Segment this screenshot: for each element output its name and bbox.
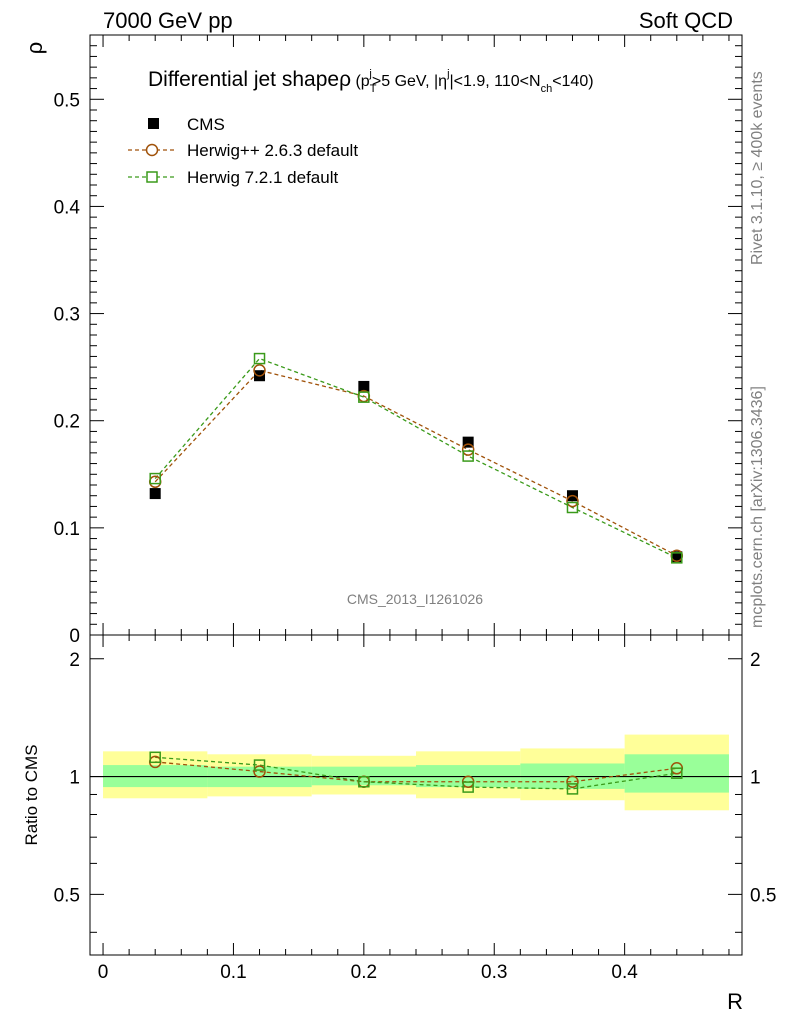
herwig7-point	[566, 501, 579, 514]
y-tick-label: 0.2	[54, 412, 80, 433]
title-open: (p	[351, 73, 370, 90]
title-sub-ch: ch	[541, 83, 553, 95]
analysis-watermark: CMS_2013_I1261026	[347, 591, 483, 607]
title-cut1: >5 GeV, |η	[372, 73, 447, 90]
y-tick-label: 0.3	[54, 305, 80, 326]
legend-herwig7-label: Herwig 7.2.1 default	[187, 168, 338, 187]
axis-tick-labels: 0 0.1 0.2 0.3 0.4 0 0.1 0.2 0.3 0.4 0.5 0.5 0.5 1 1 2 2	[54, 90, 777, 983]
ratio-tick-label-right: 1	[750, 768, 761, 789]
axis-ticks	[90, 35, 742, 955]
x-tick-label: 0.1	[220, 962, 246, 983]
legend-herwigpp-label: Herwig++ 2.6.3 default	[187, 141, 358, 160]
title-rho: ρ	[339, 68, 351, 91]
herwig7-ratio-point	[566, 783, 579, 795]
herwigpp-point	[566, 494, 579, 508]
legend-cms-label: CMS	[187, 115, 225, 134]
y-tick-label: 0	[69, 626, 80, 647]
cms-point	[358, 380, 370, 392]
ratio-tick-label-left: 0.5	[54, 885, 80, 906]
y-tick-label: 0.4	[54, 197, 81, 218]
herwigpp-point	[461, 443, 475, 456]
series-markers	[148, 352, 684, 795]
ratio-tick-label-right: 2	[750, 650, 761, 671]
title-sup-j2: j	[446, 68, 449, 80]
cms-point	[462, 436, 474, 448]
ratio-tick-label-left: 1	[69, 768, 80, 789]
ratio-tick-label-right: 0.5	[750, 885, 776, 906]
cms-point	[671, 551, 683, 563]
x-tick-label: 0.3	[481, 962, 507, 983]
series-line-2	[154, 357, 678, 559]
ratio-bands	[90, 734, 742, 811]
herwig7-point	[358, 391, 370, 403]
title-cut2: |<1.9, 110<N	[450, 73, 541, 90]
herwig7-ratio-point	[253, 759, 266, 771]
herwigpp-ratio-point	[253, 765, 266, 778]
title-cut3: <140)	[552, 73, 593, 90]
mcplots-label: mcplots.cern.ch [arXiv:1306.3436]	[749, 386, 766, 628]
legend-herwigpp-marker	[145, 143, 159, 157]
title-sup-j1: j	[368, 68, 371, 80]
ratio-tick-label-left: 2	[69, 650, 80, 671]
header-category: Soft QCD	[639, 8, 733, 33]
legend-herwig7-marker	[146, 171, 158, 183]
x-tick-label: 0.4	[611, 962, 638, 983]
header-energy: 7000 GeV pp	[103, 8, 233, 33]
herwig7-point	[253, 352, 266, 365]
title-sub-T: T	[370, 83, 377, 95]
cms-point	[149, 488, 161, 500]
herwig7-ratio-point	[671, 767, 683, 779]
x-axis-label: R	[727, 989, 743, 1014]
series-line-1	[154, 369, 678, 557]
ratio-line-1	[155, 761, 677, 783]
ratio-line-2	[155, 756, 677, 790]
series-lines	[154, 357, 678, 790]
title-main: Differential jet shape	[148, 68, 339, 91]
legend-cms-marker	[148, 118, 159, 129]
ratio-y-axis-label: Ratio to CMS	[22, 744, 41, 845]
legend: CMS Herwig++ 2.6.3 default Herwig 7.2.1 …	[128, 115, 358, 187]
herwig7-point	[462, 450, 474, 462]
herwig7-point	[671, 552, 683, 564]
herwigpp-point	[253, 364, 266, 377]
herwig7-ratio-point	[358, 775, 370, 788]
herwig7-ratio-point	[462, 781, 474, 793]
y-axis-label: ρ	[22, 42, 47, 55]
chart-title: Differential jet shapeρ (pTj>5 GeV, |ηj|…	[148, 68, 594, 95]
herwig7-point	[149, 472, 161, 485]
rivet-label: Rivet 3.1.10, ≥ 400k events	[749, 71, 766, 265]
y-tick-label: 0.1	[54, 519, 80, 540]
y-tick-label: 0.5	[54, 90, 80, 111]
herwigpp-ratio-point	[566, 775, 579, 788]
x-tick-label: 0	[98, 962, 109, 983]
herwig7-ratio-point	[149, 751, 161, 764]
x-tick-label: 0.2	[351, 962, 377, 983]
